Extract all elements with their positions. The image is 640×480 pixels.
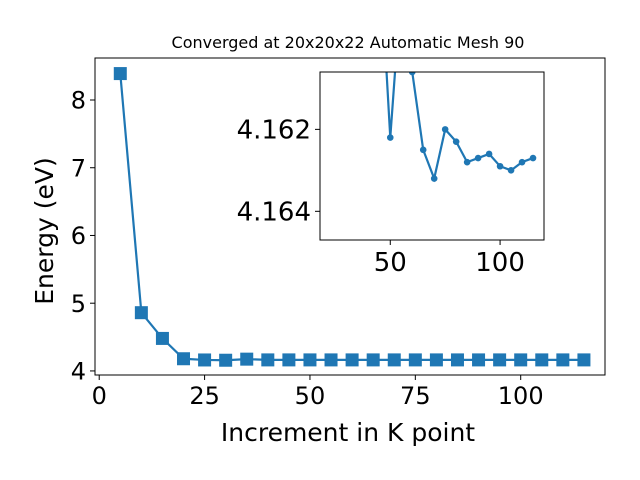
data-point [366, 353, 380, 367]
inset-data-point [419, 146, 427, 154]
inset-data-point [518, 158, 526, 166]
x-tick-label: 75 [400, 382, 431, 410]
inset-data-point [408, 72, 416, 76]
inset-background [320, 72, 544, 240]
data-point [198, 353, 212, 367]
data-point [535, 353, 549, 367]
data-point [514, 353, 528, 367]
inset-data-point [529, 154, 537, 162]
y-axis-label: Energy (eV) [30, 157, 59, 304]
y-tick-label: 4 [71, 358, 86, 386]
y-axis-ticks: 4 5 6 7 8 [71, 87, 95, 386]
inset-data-point [430, 175, 438, 182]
data-point [472, 353, 486, 367]
inset-data-point [463, 158, 471, 166]
data-point [219, 353, 233, 367]
data-point [134, 306, 148, 320]
inset-series-markers [386, 72, 537, 182]
inset-plot-area [385, 72, 537, 183]
inset-data-point [474, 154, 482, 162]
data-point [324, 353, 338, 367]
inset-data-point [386, 134, 394, 141]
x-axis-ticks: 0 25 50 75 100 [92, 375, 544, 410]
inset-x-tick-label: 100 [475, 248, 525, 278]
inset-axes-frame [319, 71, 545, 241]
data-point [493, 353, 507, 367]
data-point [282, 353, 296, 367]
inset-chart: 50 100 4.162 4.164 [237, 71, 545, 278]
y-tick-label: 7 [71, 154, 86, 182]
data-point [240, 352, 254, 366]
main-chart: Converged at 20x20x22 Automatic Mesh 90 … [30, 33, 606, 447]
x-axis-label: Increment in K point [221, 418, 475, 447]
data-point [387, 353, 401, 367]
inset-y-axis-ticks: 4.162 4.164 [237, 116, 320, 228]
data-point [408, 353, 422, 367]
y-tick-label: 5 [71, 290, 86, 318]
inset-y-tick-label: 4.164 [237, 198, 311, 228]
inset-data-point [485, 150, 493, 158]
data-point [261, 353, 275, 367]
x-tick-label: 100 [498, 382, 544, 410]
data-point [155, 331, 169, 345]
inset-data-point [452, 138, 460, 145]
data-point [556, 353, 570, 367]
y-tick-label: 6 [71, 222, 86, 250]
data-point [345, 353, 359, 367]
energy-series-markers [113, 67, 591, 367]
inset-x-axis-ticks: 50 100 [374, 240, 525, 278]
y-tick-label: 8 [71, 87, 86, 115]
data-point [577, 353, 591, 367]
inset-x-tick-label: 50 [374, 248, 407, 278]
data-point [113, 67, 127, 81]
x-tick-label: 25 [189, 382, 220, 410]
inset-data-point [507, 167, 515, 174]
chart-title: Converged at 20x20x22 Automatic Mesh 90 [172, 33, 525, 52]
data-point [177, 352, 191, 366]
inset-data-point [441, 126, 449, 133]
inset-y-tick-label: 4.162 [237, 116, 311, 146]
data-point [303, 353, 317, 367]
data-point [429, 353, 443, 367]
main-axes-frame [94, 57, 606, 376]
inset-data-point [496, 162, 504, 170]
x-tick-label: 0 [92, 382, 107, 410]
data-point [450, 353, 464, 367]
x-tick-label: 50 [295, 382, 326, 410]
